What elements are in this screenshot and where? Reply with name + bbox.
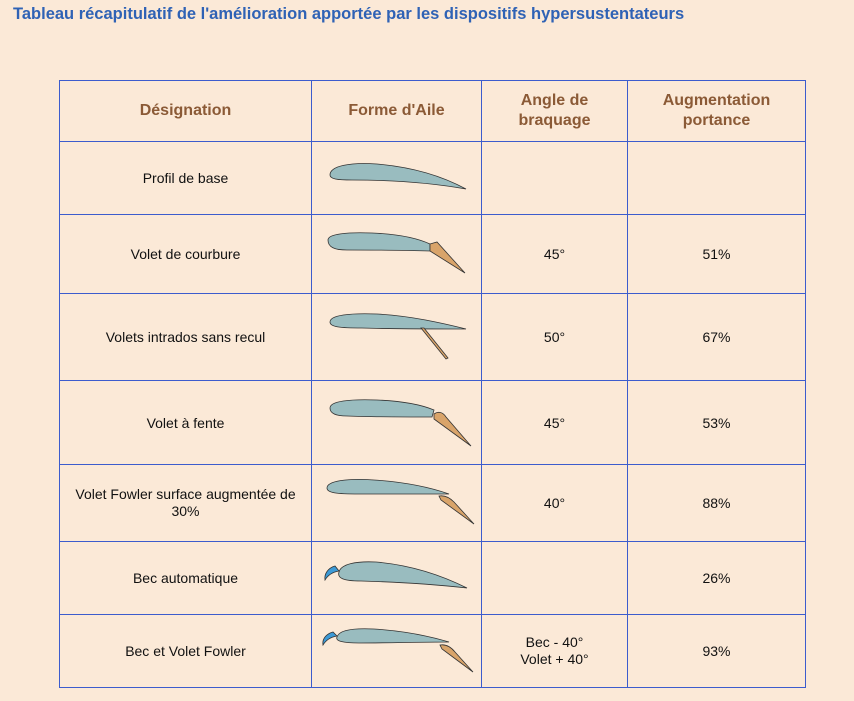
designation-cell: Bec et Volet Fowler bbox=[59, 614, 312, 688]
portance-cell: 51% bbox=[627, 214, 806, 294]
header-row: Désignation Forme d'Aile Angle de braqua… bbox=[59, 80, 806, 142]
angle-value: 40° bbox=[543, 495, 566, 511]
header-angle-line1: Angle de bbox=[520, 92, 589, 109]
designation-cell: Volet Fowler surface augmentée de 30% bbox=[59, 464, 312, 542]
designation-cell: Volet de courbure bbox=[59, 214, 312, 294]
shape-cell bbox=[311, 464, 482, 542]
fowler-flap-icon bbox=[326, 479, 474, 525]
angle-cell bbox=[481, 541, 628, 615]
designation-cell: Volet à fente bbox=[59, 380, 312, 465]
shape-cell bbox=[311, 380, 482, 465]
table-row: Bec et Volet Fowler Bec - 40° Volet + 40… bbox=[59, 614, 806, 688]
header-designation: Désignation bbox=[59, 80, 312, 142]
header-portance-line1: Augmentation bbox=[662, 92, 771, 109]
slotted-flap-icon bbox=[329, 398, 471, 446]
portance-cell: 53% bbox=[627, 380, 806, 465]
header-portance-line2: portance bbox=[682, 112, 751, 129]
recap-table: Désignation Forme d'Aile Angle de braqua… bbox=[59, 80, 806, 688]
angle-value-line2: Volet + 40° bbox=[520, 651, 589, 667]
angle-cell bbox=[481, 141, 628, 215]
portance-cell: 93% bbox=[627, 614, 806, 688]
table-row: Volets intrados sans recul 50° 67% bbox=[59, 293, 806, 381]
portance-cell bbox=[627, 141, 806, 215]
header-portance: Augmentation portance bbox=[627, 80, 806, 142]
portance-cell: 26% bbox=[627, 541, 806, 615]
split-flap-icon bbox=[329, 313, 466, 360]
angle-value: 45° bbox=[543, 414, 566, 431]
angle-cell: 45° bbox=[481, 380, 628, 465]
auto-slat-icon bbox=[323, 561, 467, 589]
table-row: Bec automatique 26% bbox=[59, 541, 806, 615]
angle-value: 45° bbox=[543, 246, 566, 262]
table-row: Volet à fente 45° 53% bbox=[59, 380, 806, 465]
shape-cell bbox=[311, 541, 482, 615]
designation-cell: Profil de base bbox=[59, 141, 312, 215]
portance-cell: 88% bbox=[627, 464, 806, 542]
shape-cell bbox=[311, 614, 482, 688]
shape-cell bbox=[311, 141, 482, 215]
angle-value: 50° bbox=[543, 329, 566, 345]
angle-cell: 40° bbox=[481, 464, 628, 542]
header-angle: Angle de braquage bbox=[481, 80, 628, 142]
shape-cell bbox=[311, 214, 482, 294]
page-title: Tableau récapitulatif de l'amélioration … bbox=[13, 5, 685, 23]
angle-value: Bec - 40° bbox=[525, 634, 584, 650]
table-row: Profil de base bbox=[59, 141, 806, 215]
shape-cell bbox=[311, 293, 482, 381]
angle-cell: Bec - 40° Volet + 40° bbox=[481, 614, 628, 688]
camber-flap-icon bbox=[327, 232, 465, 274]
table-row: Volet de courbure 45° 51% bbox=[59, 214, 806, 294]
designation-cell: Volets intrados sans recul bbox=[59, 293, 312, 381]
header-forme: Forme d'Aile bbox=[311, 80, 482, 142]
base-airfoil-icon bbox=[329, 163, 466, 190]
portance-cell: 67% bbox=[627, 293, 806, 381]
designation-cell: Bec automatique bbox=[59, 541, 312, 615]
angle-cell: 45° bbox=[481, 214, 628, 294]
slat-fowler-icon bbox=[321, 628, 473, 673]
table-row: Volet Fowler surface augmentée de 30% 40… bbox=[59, 464, 806, 542]
angle-cell: 50° bbox=[481, 293, 628, 381]
header-angle-line2: braquage bbox=[518, 112, 591, 129]
